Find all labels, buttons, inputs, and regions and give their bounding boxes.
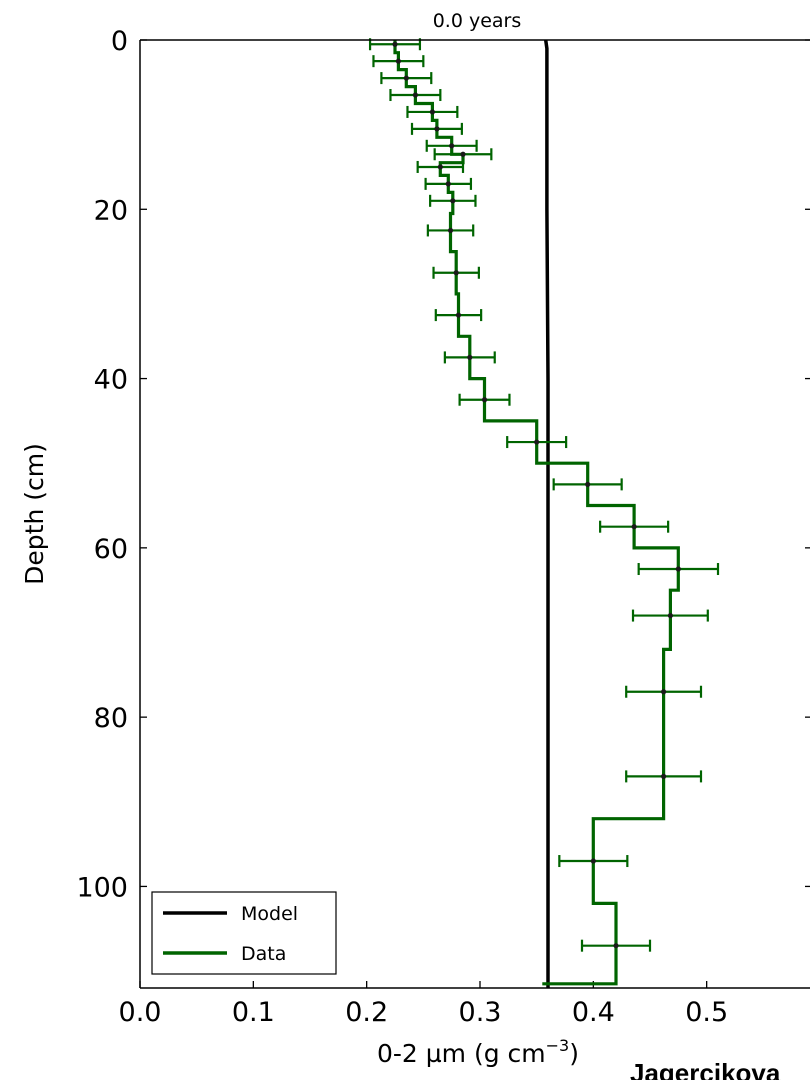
data-point <box>449 143 455 149</box>
x-axis-ticks: 0.0 0.1 0.2 0.3 0.4 0.5 <box>119 981 728 1028</box>
data-point <box>481 397 488 403</box>
y-tick-label: 100 <box>76 872 128 903</box>
data-point <box>460 151 466 157</box>
data-point <box>675 566 681 572</box>
plot-area <box>368 38 720 988</box>
data-point <box>403 75 409 81</box>
legend-model-label: Model <box>241 903 298 925</box>
plot-background <box>140 40 810 988</box>
data-point <box>447 227 454 234</box>
data-point <box>429 109 435 115</box>
data-point <box>395 58 401 64</box>
data-step-line <box>393 40 680 986</box>
y-axis-ticks: 0 20 40 60 80 100 <box>76 26 810 903</box>
data-point <box>661 689 667 695</box>
data-point <box>631 524 637 530</box>
x-axis-title-exponent: −3 <box>546 1036 570 1055</box>
data-point <box>434 126 440 132</box>
y-axis-title: Depth (cm) <box>20 443 49 585</box>
y-tick-label: 0 <box>111 26 128 57</box>
x-axis-title-close: ) <box>569 1039 579 1068</box>
data-point <box>534 439 540 445</box>
x-tick-label: 0.4 <box>572 997 615 1028</box>
data-point <box>453 270 459 276</box>
x-axis-title-main: 0-2 µm (g cm <box>377 1039 546 1068</box>
x-tick-label: 0.1 <box>232 997 275 1028</box>
x-tick-label: 0.3 <box>459 997 502 1028</box>
watermark-text: Jagercikova <box>630 1058 781 1080</box>
legend-box <box>151 891 337 975</box>
data-point <box>585 481 591 487</box>
data-point <box>455 312 462 318</box>
data-point <box>467 354 473 361</box>
data-point <box>437 164 443 170</box>
x-tick-label: 0.0 <box>119 997 162 1028</box>
y-tick-label: 40 <box>94 365 128 396</box>
legend: Model Data <box>151 891 337 975</box>
data-point <box>412 92 418 98</box>
y-tick-label: 80 <box>94 703 128 734</box>
legend-data-label: Data <box>241 943 286 965</box>
chart-title: 0.0 years <box>433 10 522 32</box>
data-point <box>667 612 674 619</box>
data-point <box>613 943 619 949</box>
y-tick-label: 60 <box>94 534 128 565</box>
x-tick-label: 0.2 <box>345 997 388 1028</box>
y-tick-label: 20 <box>94 195 128 226</box>
data-point <box>445 181 451 187</box>
model-line <box>543 39 550 988</box>
data-point <box>392 41 398 47</box>
data-point <box>450 198 456 204</box>
data-point <box>590 858 596 864</box>
data-point <box>661 773 667 779</box>
x-axis-title: 0-2 µm (g cm−3) <box>377 1036 579 1068</box>
x-tick-label: 0.5 <box>685 997 728 1028</box>
